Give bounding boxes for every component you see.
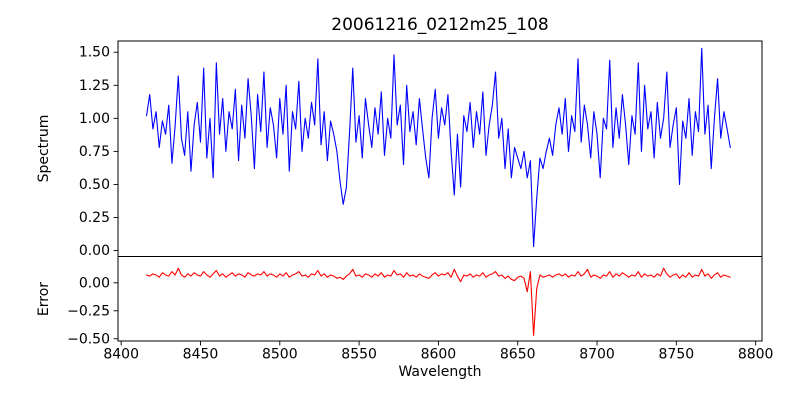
y-tick-label: 1.00 (79, 111, 110, 127)
data-series-layer (146, 47, 731, 336)
x-tick-label: 8550 (341, 347, 377, 363)
x-tick-label: 8800 (738, 347, 774, 363)
y-tick-label: 1.50 (79, 45, 110, 61)
y-axis-label-error: Error (36, 282, 52, 316)
y-tick-label: 0.00 (79, 243, 110, 259)
x-tick-label: 8750 (659, 347, 695, 363)
y-tick-label: 0.00 (79, 275, 110, 291)
error-line (146, 267, 731, 336)
x-tick-label: 8650 (500, 347, 536, 363)
y-tick-label: −0.25 (67, 303, 110, 319)
x-axis-label: Wavelength (398, 364, 481, 380)
y-tick-label: 0.75 (79, 144, 110, 160)
axes-layer: 0.00 0.25 0.50 0.75 1.00 1.25 1.50 0.00 −0.25 −0.… (67, 40, 774, 363)
y-tick-label: 0.50 (79, 177, 110, 193)
y-axis-label-spectrum: Spectrum (36, 115, 52, 183)
x-tick-label: 8700 (579, 347, 615, 363)
y-tick-label: 0.25 (79, 210, 110, 226)
x-tick-label: 8500 (262, 347, 298, 363)
plot-title: 20061216_0212m25_108 (331, 15, 548, 35)
spectrum-line (146, 47, 731, 248)
x-tick-label: 8450 (183, 347, 219, 363)
x-tick-label: 8400 (103, 347, 139, 363)
x-tick-label: 8600 (421, 347, 457, 363)
axes-spines-spectrum (117, 40, 763, 257)
y-tick-label: −0.50 (67, 331, 110, 347)
y-tick-label: 1.25 (79, 78, 110, 94)
axes-spines-error (117, 256, 763, 342)
